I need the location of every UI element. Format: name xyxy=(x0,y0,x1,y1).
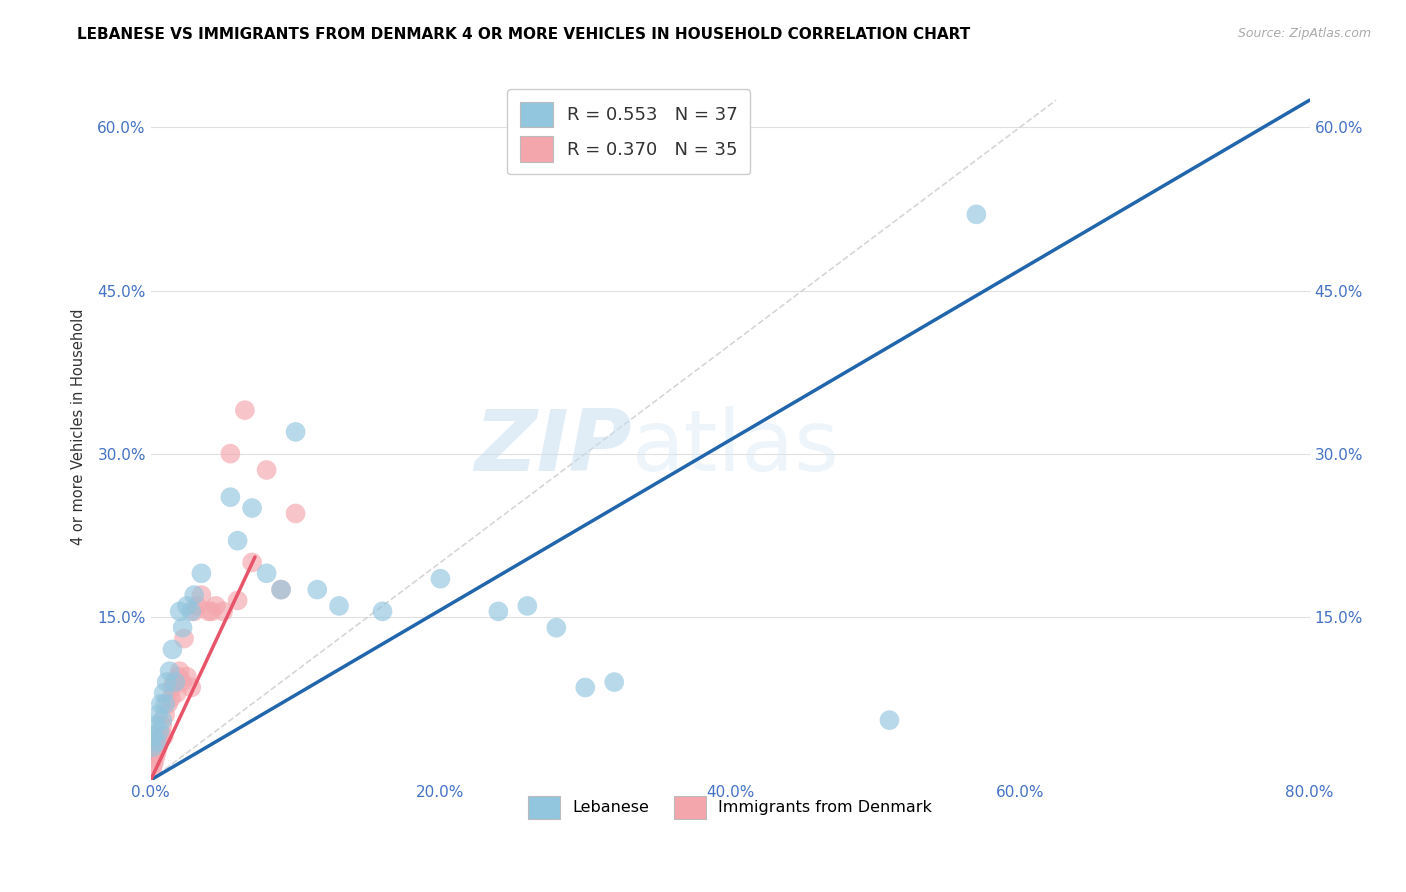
Point xyxy=(240,556,263,570)
Point xyxy=(371,604,394,618)
Point xyxy=(162,681,184,695)
Point xyxy=(157,697,180,711)
Point xyxy=(183,604,205,618)
Point xyxy=(270,582,292,597)
Point xyxy=(162,642,184,657)
Point xyxy=(141,762,163,776)
Point xyxy=(176,599,198,613)
Point xyxy=(176,670,198,684)
Point xyxy=(148,724,170,739)
Y-axis label: 4 or more Vehicles in Household: 4 or more Vehicles in Household xyxy=(72,309,86,545)
Text: LEBANESE VS IMMIGRANTS FROM DENMARK 4 OR MORE VEHICLES IN HOUSEHOLD CORRELATION : LEBANESE VS IMMIGRANTS FROM DENMARK 4 OR… xyxy=(77,27,970,42)
Point xyxy=(226,593,249,607)
Point xyxy=(256,463,278,477)
Point xyxy=(190,566,212,581)
Point xyxy=(153,707,176,722)
Point xyxy=(146,707,169,722)
Point xyxy=(219,490,242,504)
Point xyxy=(284,507,307,521)
Point xyxy=(256,566,278,581)
Point xyxy=(165,675,187,690)
Point xyxy=(150,713,173,727)
Point xyxy=(574,681,596,695)
Point xyxy=(152,730,174,744)
Point xyxy=(200,604,222,618)
Point xyxy=(603,675,626,690)
Point xyxy=(212,604,235,618)
Point xyxy=(160,691,183,706)
Point xyxy=(149,730,172,744)
Point xyxy=(163,675,186,690)
Point xyxy=(145,746,167,760)
Text: Source: ZipAtlas.com: Source: ZipAtlas.com xyxy=(1237,27,1371,40)
Point xyxy=(149,697,172,711)
Point xyxy=(226,533,249,548)
Point xyxy=(173,632,195,646)
Point xyxy=(166,686,188,700)
Point xyxy=(965,207,987,221)
Point xyxy=(169,604,191,618)
Point xyxy=(197,604,219,618)
Point xyxy=(183,588,205,602)
Point xyxy=(328,599,350,613)
Point xyxy=(172,675,194,690)
Point xyxy=(186,599,208,613)
Point xyxy=(546,621,568,635)
Point xyxy=(143,751,166,765)
Point xyxy=(270,582,292,597)
Point xyxy=(143,718,166,732)
Point xyxy=(142,730,165,744)
Point xyxy=(146,740,169,755)
Point xyxy=(169,664,191,678)
Text: ZIP: ZIP xyxy=(474,406,631,489)
Point xyxy=(516,599,538,613)
Point xyxy=(167,670,190,684)
Point xyxy=(205,599,228,613)
Point xyxy=(180,604,202,618)
Point xyxy=(156,675,179,690)
Legend: Lebanese, Immigrants from Denmark: Lebanese, Immigrants from Denmark xyxy=(522,789,939,825)
Point xyxy=(180,681,202,695)
Point xyxy=(307,582,329,597)
Point xyxy=(152,686,174,700)
Point xyxy=(150,718,173,732)
Point xyxy=(219,447,242,461)
Point xyxy=(429,572,451,586)
Point xyxy=(879,713,901,727)
Point xyxy=(148,735,170,749)
Point xyxy=(153,697,176,711)
Point xyxy=(172,621,194,635)
Point xyxy=(240,501,263,516)
Point xyxy=(190,588,212,602)
Point xyxy=(233,403,256,417)
Point xyxy=(486,604,509,618)
Point xyxy=(284,425,307,439)
Point xyxy=(159,664,181,678)
Point xyxy=(141,740,163,755)
Point xyxy=(145,735,167,749)
Point xyxy=(142,756,165,771)
Text: atlas: atlas xyxy=(631,406,839,489)
